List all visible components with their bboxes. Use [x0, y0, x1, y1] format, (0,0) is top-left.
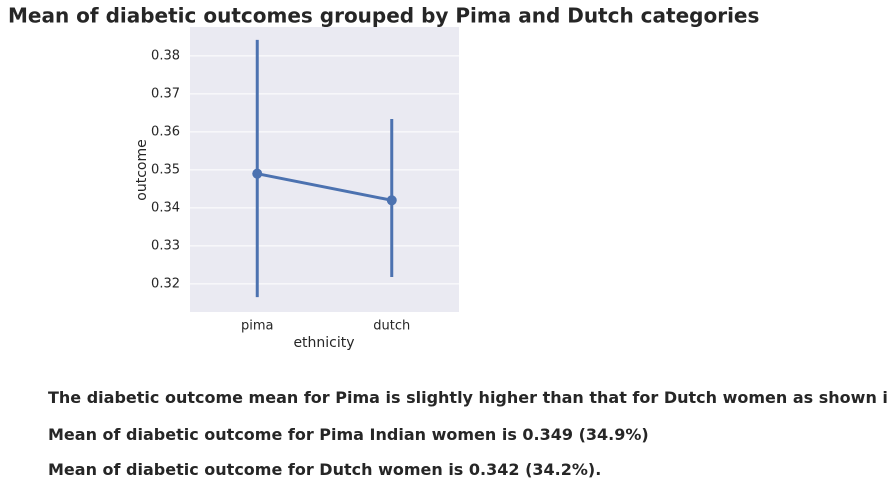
chart-title: Mean of diabetic outcomes grouped by Pim… — [8, 4, 759, 28]
chart: Mean of diabetic outcomes grouped by Pim… — [8, 4, 759, 352]
y-axis-label: outcome — [134, 139, 150, 200]
y-tick-label: 0.35 — [151, 162, 180, 177]
y-tick-label: 0.34 — [151, 200, 180, 215]
y-tick-label: 0.32 — [151, 276, 180, 291]
x-tick-label: pima — [241, 319, 274, 334]
y-tick-label: 0.37 — [151, 86, 180, 101]
y-tick-label: 0.38 — [151, 48, 180, 63]
point — [386, 195, 397, 206]
paragraph: Mean of diabetic outcome for Dutch women… — [48, 460, 602, 479]
y-tick-label: 0.33 — [151, 238, 180, 253]
point — [252, 168, 263, 179]
paragraph: Mean of diabetic outcome for Pima Indian… — [48, 425, 649, 444]
x-axis-label: ethnicity — [293, 335, 354, 351]
y-tick-label: 0.36 — [151, 124, 180, 139]
x-tick-label: dutch — [373, 319, 410, 334]
paragraph: The diabetic outcome mean for Pima is sl… — [48, 388, 889, 407]
line — [256, 172, 393, 202]
